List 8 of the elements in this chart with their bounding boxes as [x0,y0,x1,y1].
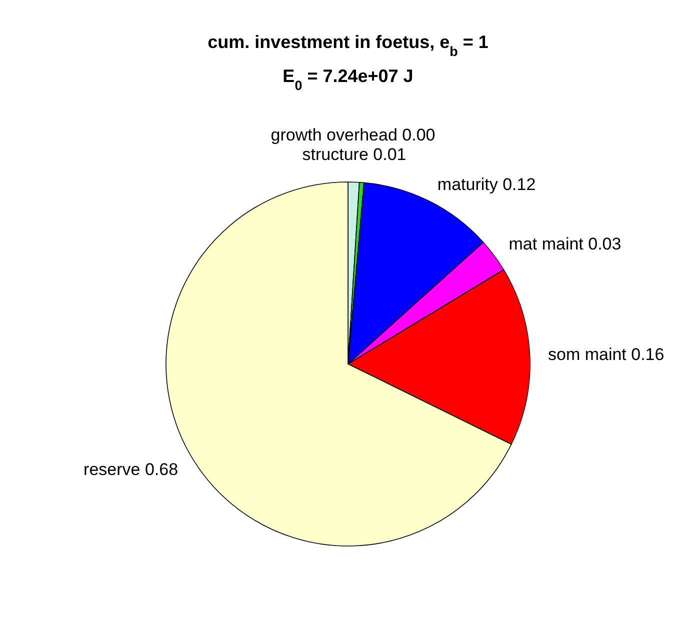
slice-label: maturity 0.12 [437,174,536,194]
slice-label: structure 0.01 [302,144,406,164]
slice-label: growth overhead 0.00 [270,125,436,144]
chart-title: cum. investment in foetus, e$_{b}$ = 1 [208,32,488,58]
slice-label: reserve 0.68 [84,460,178,479]
slice-label: som maint 0.16 [548,345,664,364]
chart-subtitle: E$_{0}$ = 7.24e+07 J [282,66,414,92]
slice-label: mat maint 0.03 [508,234,622,254]
